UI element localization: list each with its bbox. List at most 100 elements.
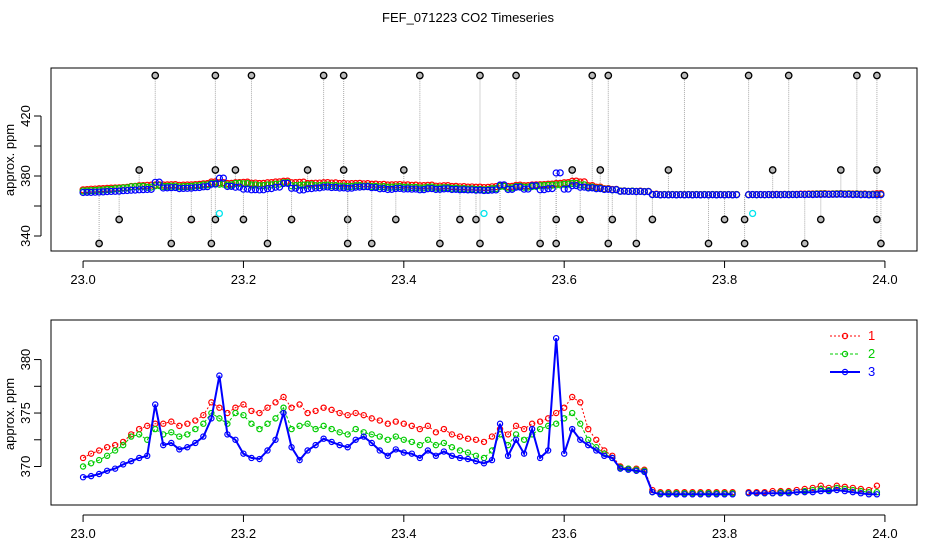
x-tick-label: 23.0	[70, 526, 95, 540]
outlier-point	[339, 71, 348, 80]
series-3-point	[448, 185, 456, 194]
series-3-point	[372, 183, 380, 192]
series-3-point	[572, 182, 580, 190]
series-1-point	[560, 404, 568, 411]
series-2-point	[568, 179, 576, 188]
series-3-point	[207, 180, 215, 188]
series-3-point	[596, 185, 604, 193]
series-2-point	[368, 431, 375, 438]
series-3-point	[255, 186, 264, 194]
y-tick-label: 340	[18, 225, 33, 247]
outlier-point	[456, 215, 464, 224]
outlier-point	[568, 166, 577, 174]
series-2-point	[272, 415, 279, 422]
outlier-point	[596, 166, 605, 174]
series-3-point	[472, 457, 480, 465]
series-3-point	[556, 169, 564, 177]
series-3-point	[528, 182, 536, 190]
series-3-point	[348, 184, 356, 192]
series-3-point	[464, 186, 472, 194]
series-3-point	[136, 454, 143, 462]
series-3-point	[688, 191, 697, 199]
series-1-point	[376, 417, 383, 424]
series-3-point	[344, 444, 351, 451]
series-3-point	[412, 185, 420, 193]
series-3-point	[753, 490, 760, 497]
series-3-point	[464, 455, 472, 463]
series-3-point	[536, 186, 544, 194]
series-3-point	[336, 184, 344, 192]
series-3-point	[600, 185, 608, 194]
series-3-point	[480, 186, 488, 195]
series-2-point	[536, 425, 544, 433]
series-3-point	[368, 184, 376, 192]
series-3-point	[392, 446, 399, 453]
series-2-point	[235, 179, 244, 187]
series-1-point	[264, 404, 271, 411]
series-3-point	[192, 439, 199, 447]
y-tick-label: 380	[18, 349, 33, 371]
series-3-point	[163, 184, 171, 192]
series-3-point	[552, 334, 560, 342]
series-3-point	[235, 183, 244, 191]
series-3-point	[676, 191, 685, 199]
series-2-point	[536, 182, 544, 190]
series-2-point	[873, 488, 881, 496]
series-3-point	[528, 425, 536, 433]
series-3-point	[793, 488, 800, 496]
series-3-point	[720, 191, 729, 199]
series-3-point	[833, 190, 841, 198]
series-3-point	[697, 491, 704, 498]
series-3-point	[689, 491, 696, 498]
x-tick-label: 23.4	[391, 272, 416, 287]
series-2-point	[552, 181, 560, 189]
series-2-point	[328, 425, 335, 433]
series-3-point	[328, 438, 335, 446]
series-3-point	[428, 185, 436, 193]
series-2-point	[448, 444, 456, 451]
series-3-point	[295, 186, 304, 194]
outlier-point	[95, 239, 103, 248]
series-2-point	[400, 436, 408, 443]
outlier-point	[211, 71, 220, 80]
series-3-point	[648, 191, 656, 199]
series-3-point	[532, 182, 540, 190]
outlier-point	[744, 71, 753, 80]
series-3-point	[793, 191, 801, 199]
series-2-point	[111, 447, 119, 454]
series-2-point	[200, 420, 207, 427]
series-3-point	[215, 174, 223, 182]
series-3-point	[721, 491, 728, 498]
series-3-point	[704, 191, 713, 199]
series-3-point	[769, 191, 777, 199]
series-3-point	[271, 183, 280, 191]
series-3-point	[684, 191, 693, 199]
series-3-point	[865, 491, 873, 498]
series-3-point	[131, 186, 139, 194]
series-3-swatch-point	[841, 368, 849, 376]
series-3-point	[592, 185, 600, 193]
series-1-point	[577, 399, 584, 406]
outlier-point	[496, 215, 504, 224]
series-1-point	[488, 433, 496, 440]
series-3-point	[580, 183, 588, 191]
chart-title: FEF_071223 CO2 Timeseries	[382, 10, 554, 25]
series-3-point	[232, 436, 239, 443]
series-3-point	[256, 455, 263, 463]
series-3-point	[468, 186, 476, 194]
series-3-point	[633, 467, 640, 474]
series-3-point	[520, 185, 528, 193]
series-3-point	[520, 450, 528, 457]
flagged-point	[480, 209, 488, 218]
series-3-point	[167, 184, 175, 192]
series-1-point	[360, 411, 367, 419]
series-2-point	[548, 181, 556, 189]
series-3-point	[504, 452, 512, 460]
series-3-point	[641, 468, 648, 476]
series-3-point	[280, 409, 287, 417]
outlier-point	[231, 166, 240, 174]
outlier-point	[319, 71, 328, 80]
series-3-point	[841, 487, 849, 495]
series-3-point	[857, 490, 865, 497]
series-3-point	[732, 191, 741, 199]
